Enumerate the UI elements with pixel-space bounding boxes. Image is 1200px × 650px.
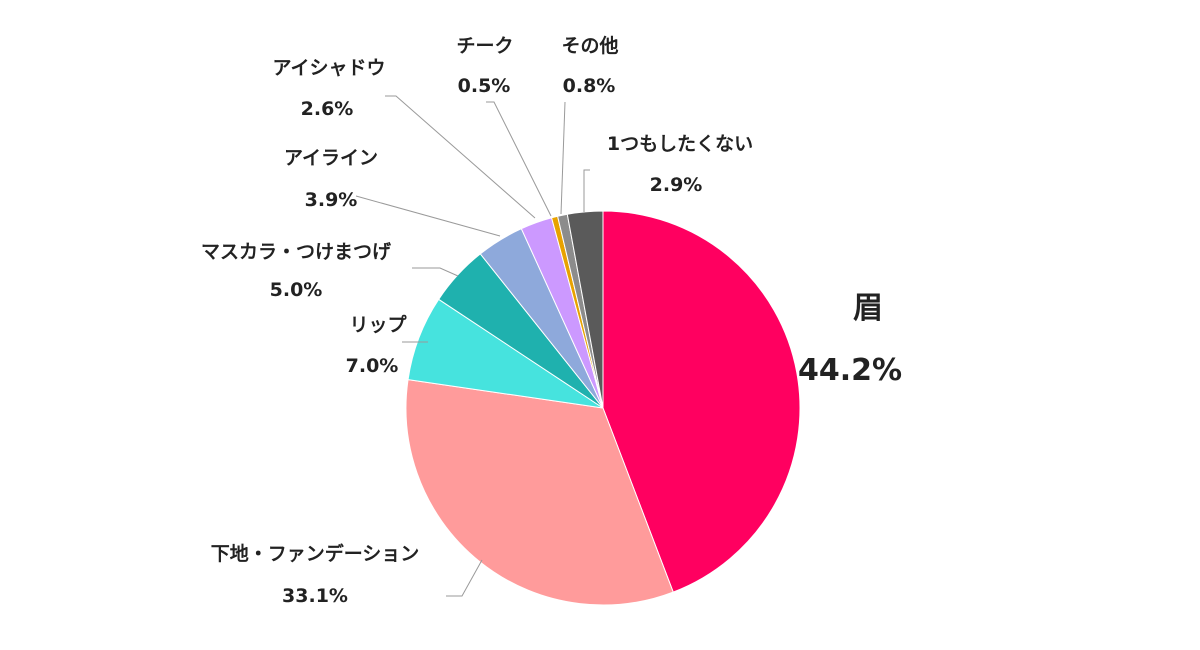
- slice-value-label: 0.8%: [563, 75, 616, 97]
- leader-line: [486, 101, 552, 217]
- slice-label: アイライン: [284, 147, 378, 169]
- slice-value-label: 7.0%: [346, 355, 399, 377]
- slice-label: マスカラ・つけまつげ: [201, 241, 392, 263]
- slice-label: 1つもしたくない: [607, 133, 753, 155]
- leader-lines: [355, 95, 590, 597]
- slice-label: チーク: [456, 35, 513, 57]
- slice-value-label: 5.0%: [270, 279, 323, 301]
- slice-value-label: 3.9%: [305, 189, 358, 211]
- slice-value-label: 33.1%: [282, 585, 348, 607]
- leader-line: [385, 95, 536, 219]
- leader-line: [355, 195, 501, 237]
- pie-slice: [405, 379, 674, 606]
- slice-value-label: 2.6%: [301, 98, 354, 120]
- slice-label: その他: [561, 34, 618, 57]
- leader-line: [412, 267, 459, 277]
- slice-value-label: 2.9%: [650, 174, 703, 196]
- pie-slice: [602, 210, 801, 593]
- slice-label: 下地・ファンデーション: [211, 542, 420, 565]
- pie-slice: [566, 210, 604, 409]
- slice-labels: 眉 44.2% 下地・ファンデーション 33.1% リップ 7.0% マスカラ・つけまつげ 5…: [201, 34, 902, 607]
- slice-label: アイシャドウ: [272, 57, 385, 79]
- slice-label: リップ: [349, 313, 407, 336]
- slice-value-label: 0.5%: [458, 75, 511, 97]
- leader-line: [560, 101, 566, 215]
- slice-value-label: 44.2%: [798, 353, 902, 388]
- leader-line: [583, 169, 590, 212]
- leader-line: [446, 559, 483, 597]
- pie-slices: [405, 210, 801, 606]
- slice-label: 眉: [853, 291, 883, 326]
